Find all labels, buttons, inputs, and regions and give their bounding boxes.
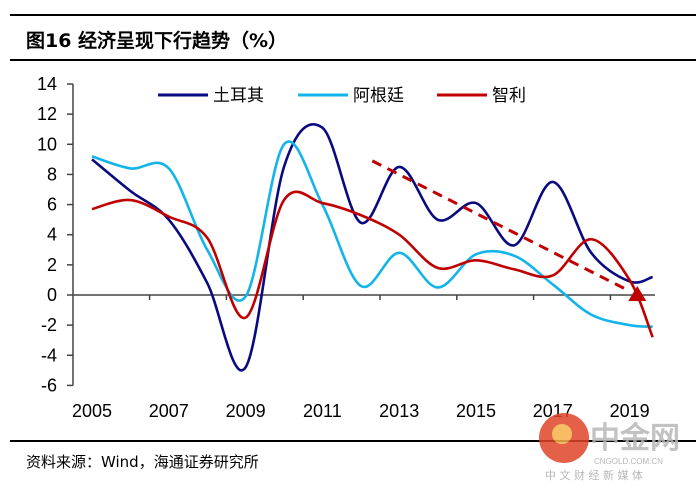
y-tick-label: 4	[47, 225, 57, 245]
y-tick-label: 10	[37, 134, 57, 154]
axes: -6 -4 -2 0 2 4 6 8 10 12 14 2005 2007 2009 2011 2013 201…	[37, 74, 655, 421]
trend-dashed-line	[371, 159, 628, 291]
series-line-chile	[91, 190, 654, 338]
watermark-logo: 中金网 CNGOLD.COM.CN 中 文 财 经 新 媒 体	[539, 413, 680, 482]
watermark-slogan: 中 文 财 经 新 媒 体	[545, 468, 643, 482]
trend-arrowhead-icon	[628, 286, 647, 301]
legend-label-chile: 智利	[492, 86, 526, 106]
y-tick-label: -4	[41, 345, 57, 365]
y-tick-label: 8	[47, 164, 57, 184]
y-tick-label: 2	[47, 255, 57, 275]
y-tick-label: 12	[37, 104, 57, 124]
series-line-argentina	[91, 140, 653, 328]
chart-title: 图16 经济呈现下行趋势（%）	[26, 29, 287, 52]
legend-label-argentina: 阿根廷	[353, 86, 404, 106]
y-tick-label: -2	[41, 315, 57, 335]
y-tick-label: 14	[37, 74, 57, 94]
watermark-brand: 中金网	[590, 421, 680, 456]
y-tick-label: 6	[47, 195, 57, 215]
series-lines	[91, 123, 654, 372]
source-note: 资料来源：Wind，海通证券研究所	[26, 453, 259, 471]
x-tick-label: 2019	[610, 401, 650, 421]
x-tick-label: 2011	[303, 401, 342, 421]
x-tick-label: 2007	[149, 401, 189, 421]
y-tick-label: 0	[47, 285, 57, 305]
x-tick-label: 2005	[72, 401, 112, 421]
series-line-turkey	[91, 123, 654, 372]
legend-label-turkey: 土耳其	[213, 86, 264, 106]
x-tick-label: 2013	[379, 401, 419, 421]
x-tick-label: 2009	[226, 401, 266, 421]
watermark-domain: CNGOLD.COM.CN	[594, 457, 663, 466]
y-tick-label: -6	[41, 375, 57, 395]
x-tick-label: 2015	[456, 401, 496, 421]
watermark-swirl-icon	[552, 424, 572, 444]
legend: 土耳其 阿根廷 智利	[158, 86, 526, 106]
trend-annotation	[371, 159, 647, 301]
